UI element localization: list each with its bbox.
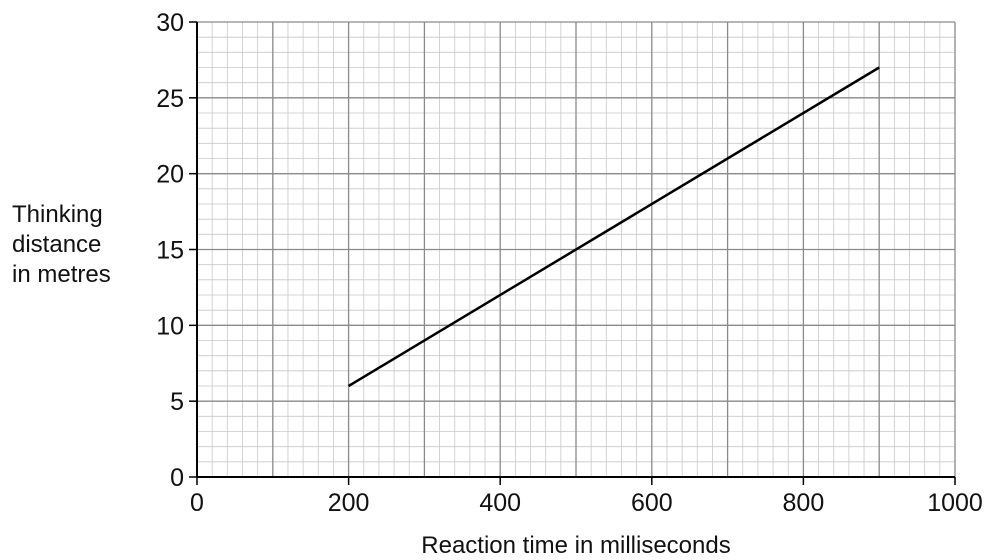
- series-line: [347, 66, 880, 388]
- y-tick-label: 30: [156, 9, 184, 37]
- x-axis-label: Reaction time in milliseconds: [421, 532, 730, 559]
- series-layer: [347, 66, 880, 388]
- y-tick-label: 20: [156, 161, 184, 189]
- y-axis-label-line-2: distance: [12, 231, 102, 258]
- y-tick-label: 10: [156, 312, 184, 340]
- x-tick-label: 600: [631, 489, 673, 517]
- y-tick-label: 0: [170, 464, 184, 492]
- y-axis-label: Thinking distance in metres: [12, 200, 111, 290]
- y-axis-label-line-3: in metres: [12, 261, 111, 288]
- y-axis-label-line-1: Thinking: [12, 201, 103, 228]
- x-tick-label: 0: [190, 489, 204, 517]
- y-tick-label: 15: [156, 237, 184, 265]
- x-tick-label: 800: [783, 489, 825, 517]
- axes: [189, 21, 956, 485]
- tick-labels: 0 5 10 15 20 25 30 0 200 400 600 800 1000: [156, 9, 983, 517]
- x-tick-label: 1000: [927, 489, 983, 517]
- x-tick-label: 400: [479, 489, 521, 517]
- y-tick-label: 25: [156, 85, 184, 113]
- x-tick-label: 200: [328, 489, 370, 517]
- y-tick-label: 5: [170, 388, 184, 416]
